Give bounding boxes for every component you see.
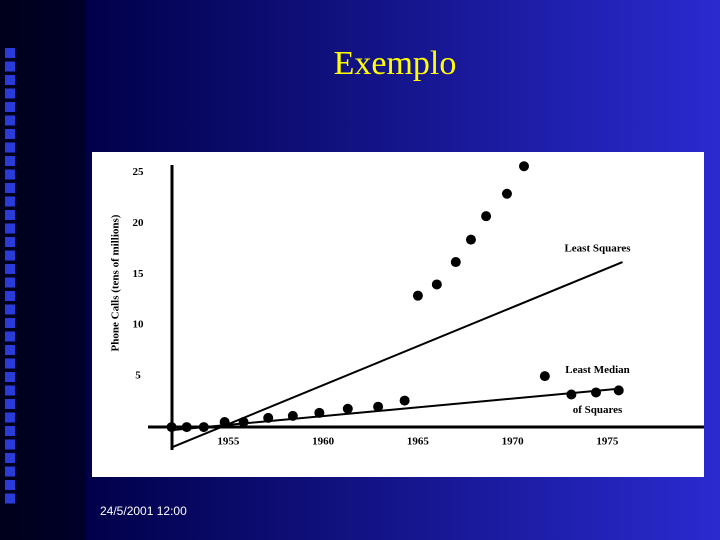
decor-square (5, 412, 15, 423)
decor-square (5, 196, 15, 207)
decor-square (5, 129, 15, 139)
data-point (166, 422, 177, 433)
data-point (342, 403, 353, 414)
decor-square (5, 399, 15, 409)
decor-square (5, 75, 15, 85)
x-tick-label: 1960 (312, 436, 335, 448)
y-tick-label: 20 (133, 217, 145, 229)
decor-square (5, 439, 15, 450)
decor-square (5, 210, 15, 220)
data-point (181, 422, 192, 433)
x-tick-label: 1965 (407, 436, 430, 448)
decor-square (5, 142, 15, 153)
fit-line (171, 261, 623, 449)
y-tick-label: 10 (133, 319, 145, 331)
data-point (519, 161, 529, 172)
footer-date: 24/5/2001 12:00 (100, 504, 187, 518)
data-point (431, 279, 442, 290)
decor-square (5, 291, 15, 301)
data-point (539, 371, 550, 382)
decor-square (5, 237, 15, 247)
data-point (198, 422, 209, 433)
slide-title: Exemplo (334, 45, 457, 82)
decor-square (5, 183, 15, 193)
decor-square (5, 466, 15, 477)
data-point (373, 401, 384, 412)
data-point (450, 257, 461, 268)
line-label: Least Median (565, 364, 629, 376)
line-label: Least Squares (564, 243, 631, 255)
decor-square (5, 385, 15, 396)
decor-square (5, 480, 15, 490)
decor-square (5, 264, 15, 274)
decor-square (5, 331, 15, 342)
data-point (219, 416, 230, 427)
decor-square (5, 277, 15, 288)
x-tick-label: 1975 (596, 436, 619, 448)
line-label: of Squares (573, 404, 623, 416)
data-point (566, 389, 577, 400)
data-point (412, 290, 423, 301)
decor-square (5, 453, 15, 463)
data-point (399, 395, 410, 406)
decor-square (5, 61, 15, 72)
decor-square (5, 250, 15, 261)
data-point (501, 188, 512, 199)
data-point (591, 387, 601, 398)
data-point (238, 416, 249, 427)
decor-square (5, 493, 15, 504)
decor-square (5, 318, 15, 328)
data-point (263, 412, 274, 423)
x-tick-label: 1970 (502, 436, 525, 448)
decor-square (5, 156, 15, 166)
decor-square (5, 169, 15, 180)
decor-squares (5, 48, 15, 504)
decor-square (5, 115, 15, 126)
decor-square (5, 223, 15, 234)
data-point (481, 211, 492, 222)
decor-square (5, 345, 15, 355)
data-point (465, 234, 476, 245)
decor-square (5, 304, 15, 315)
data-point (287, 410, 298, 421)
y-axis-label: Phone Calls (tens of millions) (110, 214, 122, 351)
decor-square (5, 48, 15, 58)
decor-square (5, 372, 15, 382)
data-point (613, 385, 624, 396)
decor-square (5, 88, 15, 99)
y-tick-label: 25 (133, 166, 145, 178)
chart-area (92, 152, 704, 477)
decor-square (5, 426, 15, 436)
decor-square (5, 102, 15, 112)
x-tick-label: 1955 (217, 436, 240, 448)
y-tick-label: 15 (133, 268, 145, 280)
decor-square (5, 358, 15, 369)
y-tick-label: 5 (135, 370, 141, 382)
data-point (314, 407, 325, 418)
